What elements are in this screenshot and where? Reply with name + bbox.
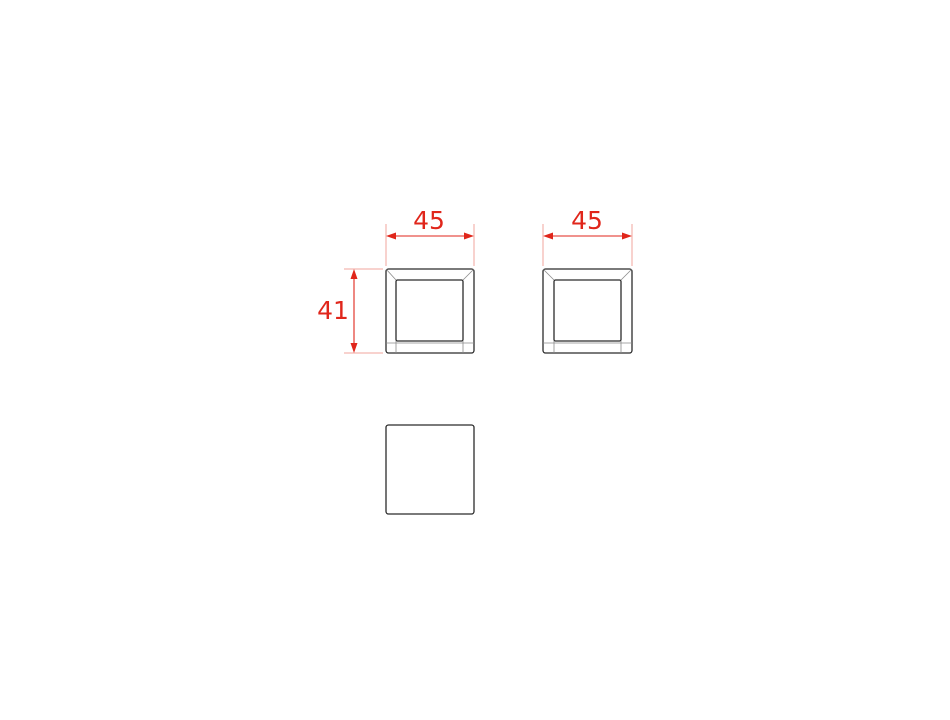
top-view	[385, 424, 475, 515]
side-width-label: 45	[571, 206, 603, 235]
front-width-label: 45	[413, 206, 445, 235]
dimension-arrow-top	[350, 269, 358, 279]
side-view-bevel-line	[542, 268, 555, 281]
front-view-bevel-line	[385, 268, 397, 281]
front-view-inner-panel	[395, 279, 464, 342]
dimension-arrow-bottom	[350, 343, 358, 353]
front-height-label: 41	[317, 296, 349, 325]
dimension-arrow-right	[622, 232, 632, 240]
front-width-dimension: 45	[385, 206, 475, 266]
dimension-arrow-left	[386, 232, 396, 240]
side-view-bevel-line	[620, 268, 633, 281]
dimension-arrow-left	[543, 232, 553, 240]
front-height-dimension: 41	[317, 268, 383, 354]
side-width-dimension: 45	[542, 206, 633, 266]
dimension-arrow-right	[464, 232, 474, 240]
side-view-inner-panel	[553, 279, 622, 342]
side-view	[542, 268, 633, 354]
front-view	[385, 268, 475, 354]
top-view-outline	[385, 424, 475, 515]
front-view-bevel-line	[462, 268, 475, 281]
